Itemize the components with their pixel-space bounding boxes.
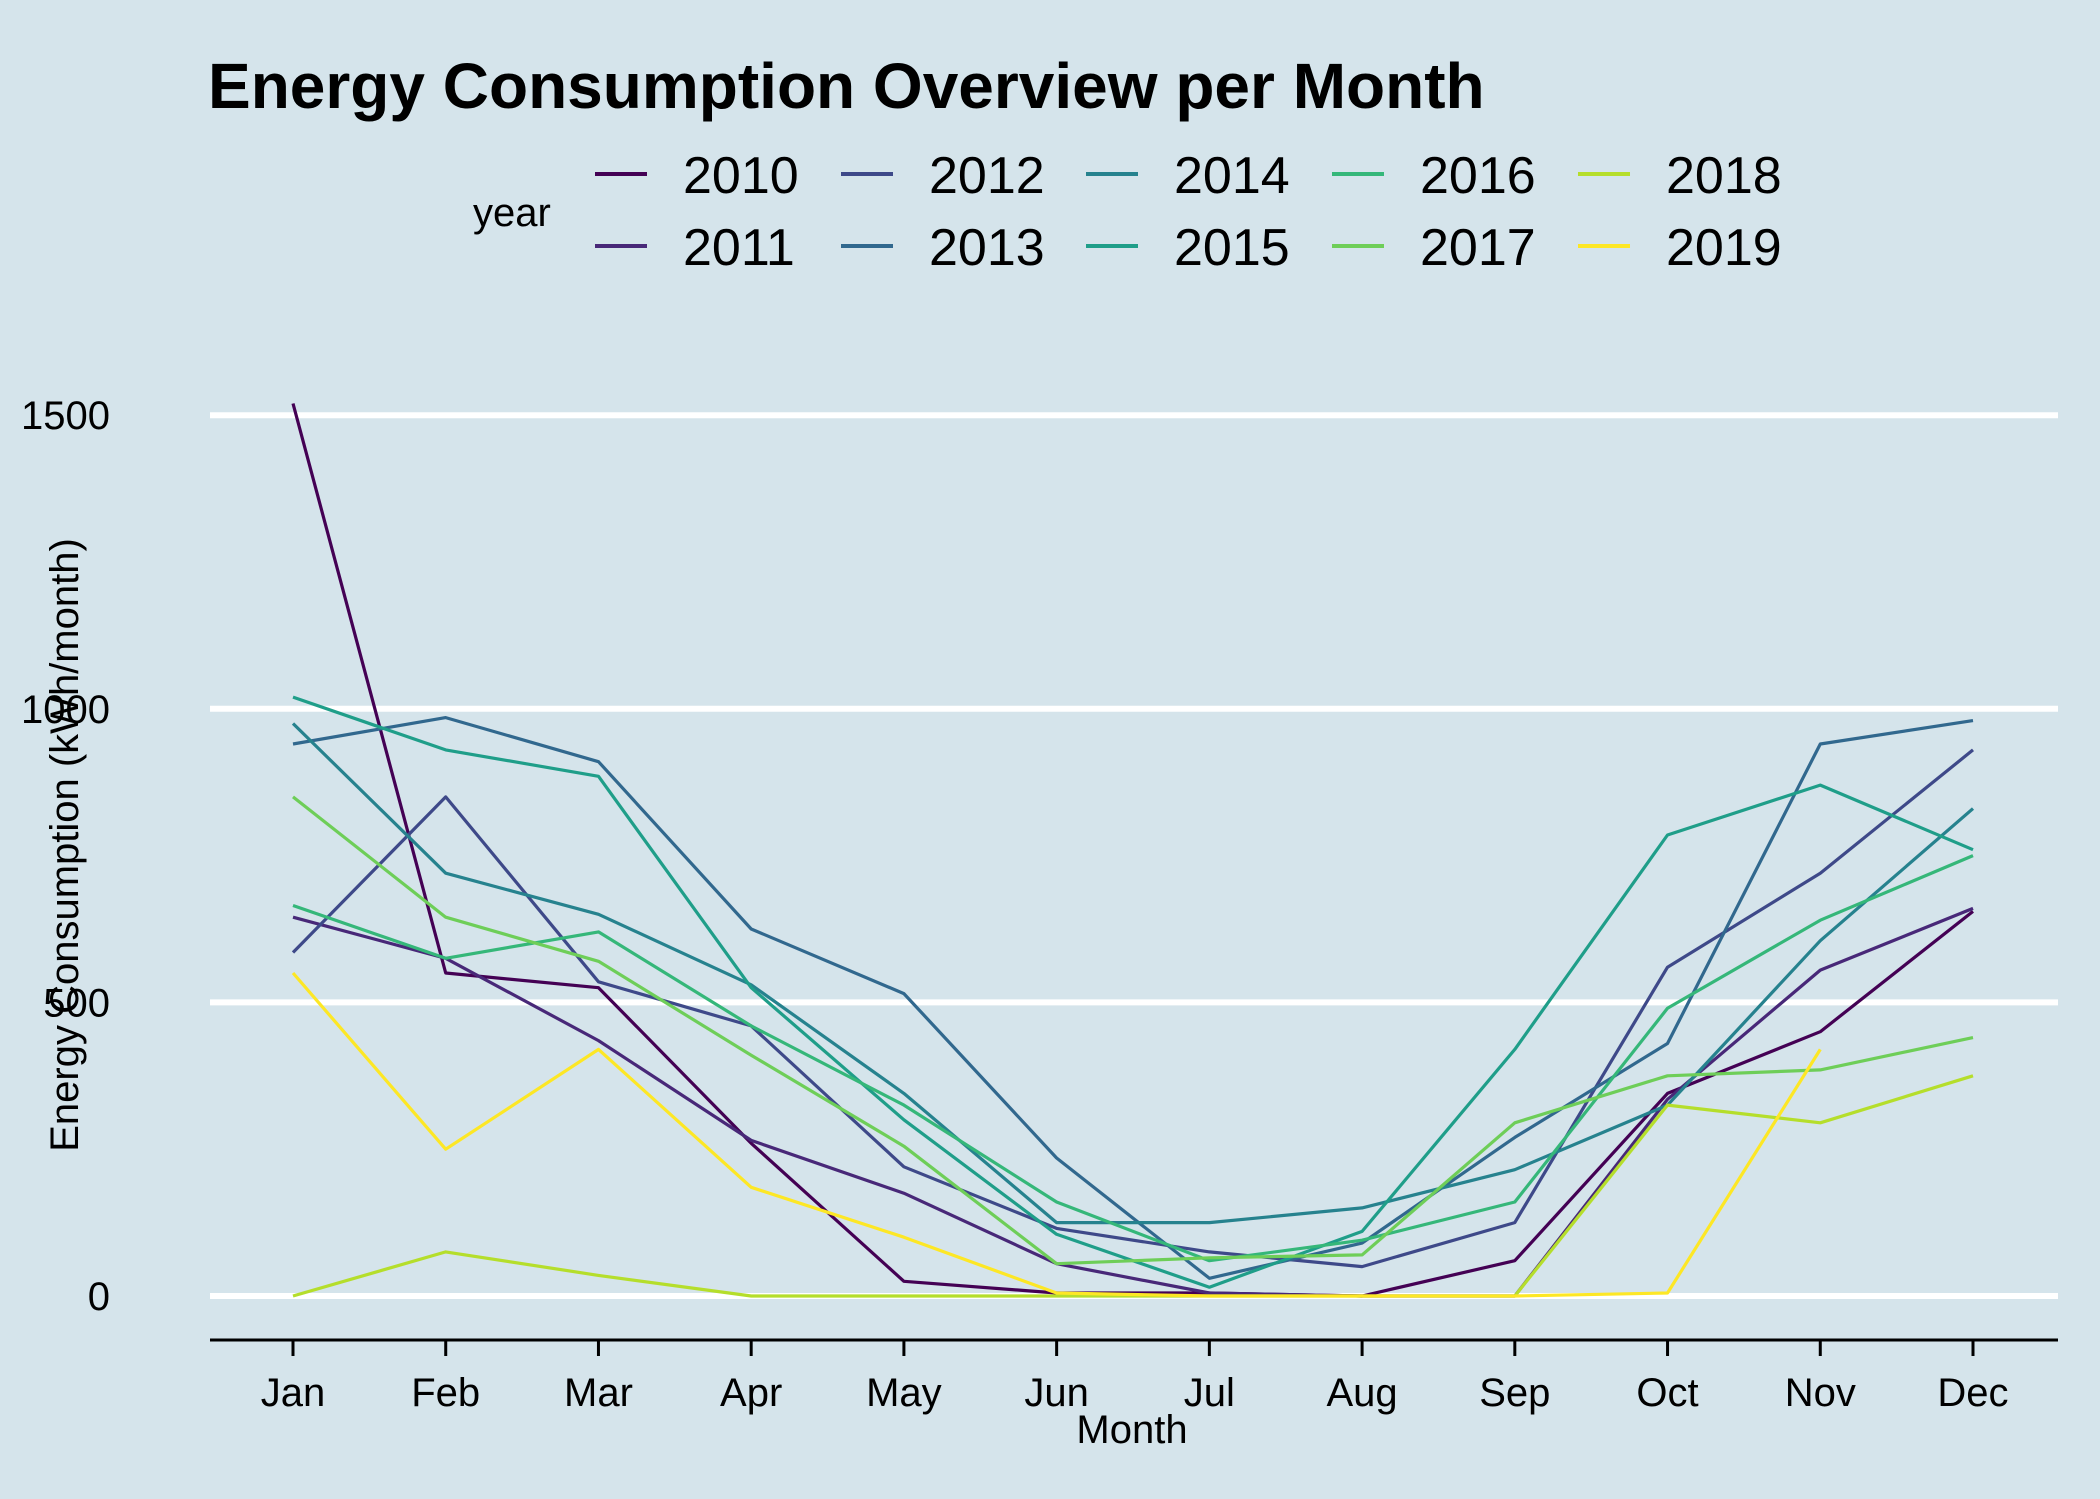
x-tick-label: May [866,1371,942,1415]
legend-label: 2011 [683,219,795,277]
series-line-2018 [292,1074,1974,1298]
x-tick-label: Sep [1479,1371,1550,1415]
legend: 2010 2011 2012 2013 2014 2015 2016 2017 2018 2019 [595,147,1782,277]
series-line-2015 [292,695,1974,1289]
axes: 0 500 1000 1500 Jan Feb Mar Apr May Jun Jul Aug Sep O… [21,394,2058,1415]
x-tick-label: Feb [411,1371,480,1415]
legend-label: 2019 [1666,219,1782,277]
legend-label: 2015 [1174,219,1290,277]
x-tick-label: Oct [1636,1371,1698,1415]
x-axis-title: Month [1076,1408,1187,1452]
legend-item-2017: 2017 [1332,219,1536,277]
x-tick-label: Jul [1184,1371,1235,1415]
legend-item-2018: 2018 [1578,147,1782,205]
y-axis-title: Energy Consumption (kWh/month) [43,538,87,1152]
legend-label: 2018 [1666,147,1782,205]
legend-label: 2010 [683,147,799,205]
legend-label: 2017 [1420,219,1536,277]
legend-item-2015: 2015 [1086,219,1290,277]
chart-title: Energy Consumption Overview per Month [208,50,1485,122]
series-line-2010 [291,403,1974,1298]
series-line-2016 [292,854,1974,1263]
y-tick-label: 500 [43,981,110,1025]
x-tick-label: Nov [1785,1371,1856,1415]
x-tick-label: Mar [564,1371,633,1415]
x-tick-label: Jun [1024,1371,1089,1415]
legend-item-2011: 2011 [595,219,795,277]
legend-item-2016: 2016 [1332,147,1536,205]
x-tick-label: Jan [261,1371,326,1415]
legend-label: 2012 [929,147,1045,205]
y-tick-label: 0 [88,1275,110,1319]
y-tick-label: 1000 [21,688,110,732]
legend-title: year [473,191,551,235]
legend-item-2010: 2010 [595,147,799,205]
series-line-2012 [291,748,1975,1269]
grid-lines [210,412,2058,1299]
series-line-2013 [292,716,1974,1280]
series-line-2011 [292,906,1974,1298]
legend-item-2012: 2012 [841,147,1045,205]
legend-label: 2013 [929,219,1045,277]
x-tick-label: Aug [1327,1371,1398,1415]
series-line-2014 [291,722,1975,1225]
x-tick-label: Apr [720,1371,782,1415]
legend-item-2019: 2019 [1578,219,1782,277]
legend-label: 2014 [1174,147,1290,205]
legend-label: 2016 [1420,147,1536,205]
legend-item-2014: 2014 [1086,147,1290,205]
series-lines [291,403,1975,1298]
series-line-2019 [291,971,1822,1298]
legend-item-2013: 2013 [841,219,1045,277]
series-line-2017 [292,795,1974,1266]
y-tick-label: 1500 [21,394,110,438]
x-tick-label: Dec [1937,1371,2008,1415]
